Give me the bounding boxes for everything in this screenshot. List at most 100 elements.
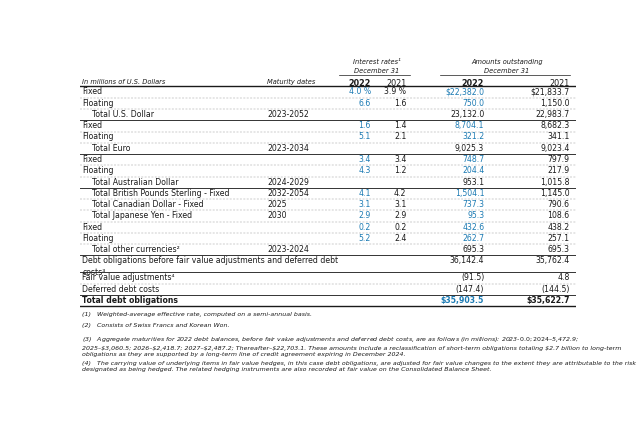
Text: 23,132.0: 23,132.0 <box>450 110 484 119</box>
Text: 1.6: 1.6 <box>394 99 406 108</box>
Text: 95.3: 95.3 <box>467 211 484 220</box>
Text: Total Canadian Dollar - Fixed: Total Canadian Dollar - Fixed <box>83 200 204 209</box>
Text: Amounts outstanding: Amounts outstanding <box>471 59 543 65</box>
Text: December 31: December 31 <box>355 68 400 74</box>
Text: 2023-2034: 2023-2034 <box>268 144 309 153</box>
Text: 2022: 2022 <box>348 78 371 88</box>
Text: 321.2: 321.2 <box>462 132 484 142</box>
Text: Total U.S. Dollar: Total U.S. Dollar <box>83 110 154 119</box>
Text: Floating: Floating <box>83 234 114 243</box>
Text: December 31: December 31 <box>484 68 530 74</box>
Text: 2032-2054: 2032-2054 <box>268 189 309 198</box>
Text: 2021: 2021 <box>386 78 406 88</box>
Text: 2024-2029: 2024-2029 <box>268 178 309 187</box>
Text: 8,704.1: 8,704.1 <box>455 121 484 130</box>
Text: 341.1: 341.1 <box>547 132 570 142</box>
Text: Interest rates¹: Interest rates¹ <box>353 59 401 65</box>
Text: Floating: Floating <box>83 166 114 175</box>
Text: 790.6: 790.6 <box>548 200 570 209</box>
Text: 5.2: 5.2 <box>358 234 371 243</box>
Text: 3.4: 3.4 <box>358 155 371 164</box>
Text: 2.1: 2.1 <box>394 132 406 142</box>
Text: 3.4: 3.4 <box>394 155 406 164</box>
Text: 1.6: 1.6 <box>358 121 371 130</box>
Text: (144.5): (144.5) <box>541 285 570 294</box>
Text: 2030: 2030 <box>268 211 287 220</box>
Text: 3.9 %: 3.9 % <box>385 87 406 96</box>
Text: 9,025.3: 9,025.3 <box>455 144 484 153</box>
Text: 6.6: 6.6 <box>358 99 371 108</box>
Text: 2022: 2022 <box>462 78 484 88</box>
Text: (3)   Aggregate maturities for 2022 debt balances, before fair value adjustments: (3) Aggregate maturities for 2022 debt b… <box>83 335 622 357</box>
Text: 262.7: 262.7 <box>462 234 484 243</box>
Text: 3.1: 3.1 <box>358 200 371 209</box>
Text: Total other currencies²: Total other currencies² <box>83 245 180 254</box>
Text: 9,023.4: 9,023.4 <box>540 144 570 153</box>
Text: 3.1: 3.1 <box>394 200 406 209</box>
Text: 204.4: 204.4 <box>462 166 484 175</box>
Text: Fixed: Fixed <box>83 87 102 96</box>
Text: (2)   Consists of Swiss Francs and Korean Won.: (2) Consists of Swiss Francs and Korean … <box>83 324 230 329</box>
Text: 953.1: 953.1 <box>462 178 484 187</box>
Text: $35,622.7: $35,622.7 <box>526 296 570 305</box>
Text: Debt obligations before fair value adjustments and deferred debt
costs³: Debt obligations before fair value adjus… <box>83 256 339 276</box>
Text: 1,150.0: 1,150.0 <box>540 99 570 108</box>
Text: Fixed: Fixed <box>83 223 102 232</box>
Text: Fixed: Fixed <box>83 155 102 164</box>
Text: 2023-2024: 2023-2024 <box>268 245 309 254</box>
Text: 2.9: 2.9 <box>394 211 406 220</box>
Text: $21,833.7: $21,833.7 <box>531 87 570 96</box>
Text: (147.4): (147.4) <box>456 285 484 294</box>
Text: 1,504.1: 1,504.1 <box>454 189 484 198</box>
Text: 1.4: 1.4 <box>394 121 406 130</box>
Text: 257.1: 257.1 <box>547 234 570 243</box>
Text: 108.6: 108.6 <box>547 211 570 220</box>
Text: Maturity dates: Maturity dates <box>268 78 316 85</box>
Text: (4)   The carrying value of underlying items in fair value hedges, in this case : (4) The carrying value of underlying ite… <box>83 361 636 372</box>
Text: 4.1: 4.1 <box>358 189 371 198</box>
Text: 695.3: 695.3 <box>462 245 484 254</box>
Text: 22,983.7: 22,983.7 <box>536 110 570 119</box>
Text: 797.9: 797.9 <box>548 155 570 164</box>
Text: Fair value adjustments⁴: Fair value adjustments⁴ <box>83 273 175 282</box>
Text: 750.0: 750.0 <box>462 99 484 108</box>
Text: Fixed: Fixed <box>83 121 102 130</box>
Text: Total British Pounds Sterling - Fixed: Total British Pounds Sterling - Fixed <box>83 189 230 198</box>
Text: 1,145.0: 1,145.0 <box>540 189 570 198</box>
Text: Total debt obligations: Total debt obligations <box>83 296 179 305</box>
Text: $22,382.0: $22,382.0 <box>445 87 484 96</box>
Text: Floating: Floating <box>83 99 114 108</box>
Text: (1)   Weighted-average effective rate, computed on a semi-annual basis.: (1) Weighted-average effective rate, com… <box>83 312 312 317</box>
Text: (91.5): (91.5) <box>461 273 484 282</box>
Text: 2021: 2021 <box>549 78 570 88</box>
Text: 695.3: 695.3 <box>548 245 570 254</box>
Text: 4.2: 4.2 <box>394 189 406 198</box>
Text: 35,762.4: 35,762.4 <box>535 257 570 265</box>
Text: 1.2: 1.2 <box>394 166 406 175</box>
Text: Total Euro: Total Euro <box>83 144 131 153</box>
Text: 432.6: 432.6 <box>462 223 484 232</box>
Text: 4.8: 4.8 <box>557 273 570 282</box>
Text: 2.4: 2.4 <box>394 234 406 243</box>
Text: 2.9: 2.9 <box>358 211 371 220</box>
Text: 737.3: 737.3 <box>462 200 484 209</box>
Text: 4.0 %: 4.0 % <box>349 87 371 96</box>
Text: 36,142.4: 36,142.4 <box>450 257 484 265</box>
Text: $35,903.5: $35,903.5 <box>441 296 484 305</box>
Text: 0.2: 0.2 <box>394 223 406 232</box>
Text: 4.3: 4.3 <box>358 166 371 175</box>
Text: 217.9: 217.9 <box>547 166 570 175</box>
Text: 438.2: 438.2 <box>547 223 570 232</box>
Text: Total Japanese Yen - Fixed: Total Japanese Yen - Fixed <box>83 211 193 220</box>
Text: Total Australian Dollar: Total Australian Dollar <box>83 178 179 187</box>
Text: 1,015.8: 1,015.8 <box>540 178 570 187</box>
Text: Deferred debt costs: Deferred debt costs <box>83 285 160 294</box>
Text: In millions of U.S. Dollars: In millions of U.S. Dollars <box>83 78 166 85</box>
Text: 8,682.3: 8,682.3 <box>540 121 570 130</box>
Text: 748.7: 748.7 <box>462 155 484 164</box>
Text: 5.1: 5.1 <box>358 132 371 142</box>
Text: 0.2: 0.2 <box>358 223 371 232</box>
Text: 2023-2052: 2023-2052 <box>268 110 309 119</box>
Text: 2025: 2025 <box>268 200 287 209</box>
Text: Floating: Floating <box>83 132 114 142</box>
